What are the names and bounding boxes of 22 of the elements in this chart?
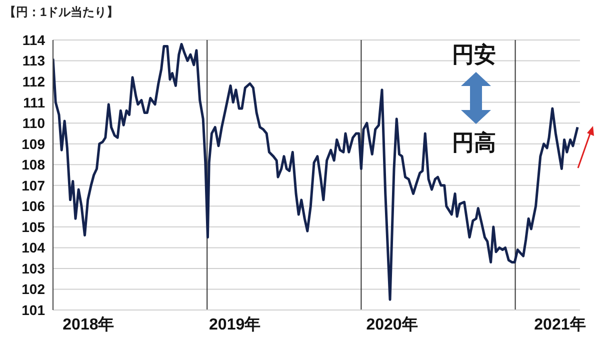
y-tick-label: 106: [22, 198, 46, 214]
line-series: [53, 42, 579, 301]
y-tick-label: 112: [22, 74, 46, 90]
y-tick-label: 103: [22, 260, 46, 276]
x-tick-label: 2021年: [534, 315, 586, 334]
x-tick-label: 2018年: [62, 315, 114, 334]
y-tick-label: 109: [22, 136, 46, 152]
y-tick-label: 111: [23, 94, 46, 110]
y-tick-label: 101: [22, 302, 46, 318]
x-tick-label: 2019年: [209, 315, 261, 334]
y-tick-label: 102: [22, 281, 46, 298]
y-tick-label: 105: [22, 218, 46, 235]
annotation: 円高: [452, 129, 496, 157]
y-tick-label: 107: [22, 177, 46, 194]
y-tick-label: 114: [22, 32, 46, 48]
y-tick-label: 110: [22, 115, 46, 132]
chart-title: 【円：1ドル当たり】: [4, 4, 119, 21]
y-tick-label: 113: [22, 52, 46, 69]
annotation: 円安: [452, 41, 496, 69]
y-tick-label: 104: [22, 240, 46, 256]
x-tick-label: 2020年: [366, 315, 418, 334]
y-tick-label: 108: [22, 156, 46, 173]
